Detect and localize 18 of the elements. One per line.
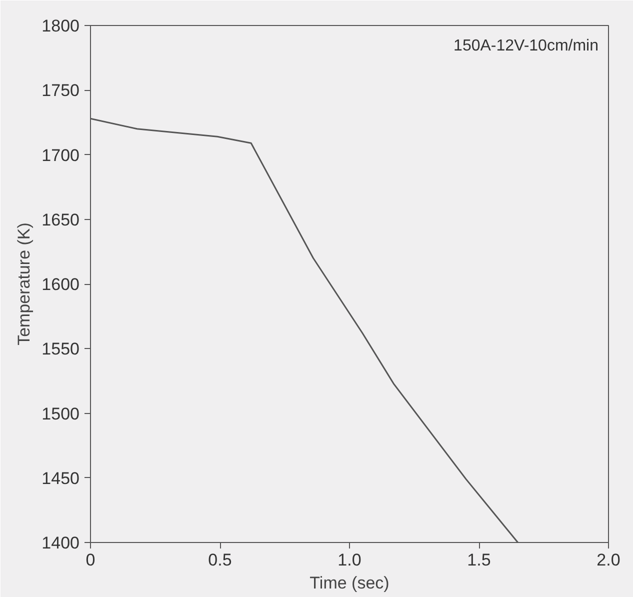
y-tick-label: 1550 [42, 340, 80, 359]
y-axis-title: Temperature (K) [14, 222, 34, 346]
annotation: 150A-12V-10cm/min [454, 38, 599, 54]
y-tick-label: 1700 [42, 146, 80, 165]
x-tick-label: 2.0 [596, 550, 620, 570]
y-tick-label: 1400 [42, 534, 80, 552]
x-tick-label: 0 [86, 550, 96, 570]
x-tick-label: 0.5 [208, 550, 232, 570]
y-tick-label: 1600 [42, 275, 80, 294]
y-tick-label: 1500 [42, 404, 80, 424]
x-axis-title: Time (sec) [310, 574, 390, 592]
line-series [90, 118, 519, 542]
x-tick-label: 1.5 [467, 550, 491, 570]
x-tick-label: 1.0 [338, 550, 362, 570]
y-tick-label: 1800 [42, 16, 80, 36]
y-tick-label: 1750 [42, 81, 80, 100]
y-tick-label: 1450 [42, 468, 80, 488]
y-tick-label: 1650 [42, 210, 80, 230]
